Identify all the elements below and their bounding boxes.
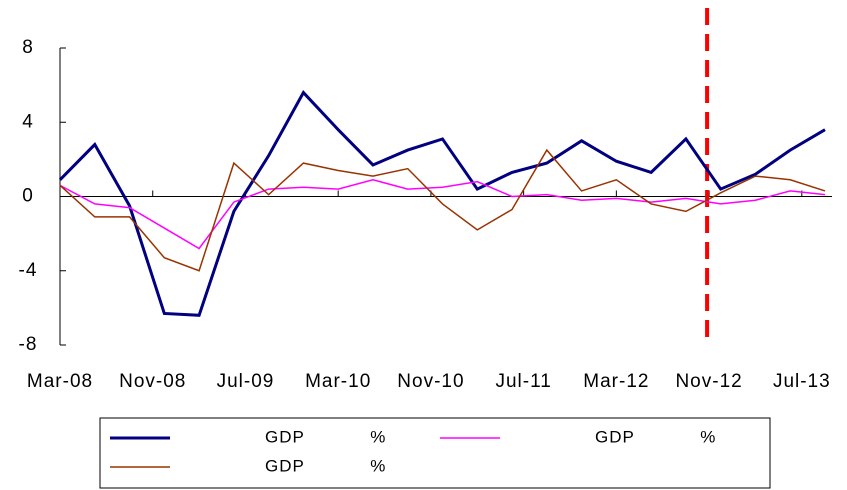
x-tick-label: Nov-10 — [397, 371, 464, 392]
x-tick-label: Nov-12 — [675, 371, 742, 392]
x-tick-label: Jul-11 — [495, 371, 551, 392]
x-tick-label: Jul-09 — [217, 371, 275, 392]
x-tick-label: Mar-10 — [305, 371, 371, 392]
legend-label: GDP % — [265, 427, 386, 446]
series-line — [58, 90, 826, 317]
x-tick-label: Mar-12 — [583, 371, 649, 392]
y-tick-label: -4 — [19, 260, 38, 281]
y-tick-label: 8 — [22, 37, 34, 58]
series-line — [59, 148, 826, 272]
y-tick-label: 4 — [22, 111, 34, 132]
series-line — [59, 179, 826, 250]
y-tick-label: -8 — [19, 334, 38, 355]
x-tick-label: Jul-13 — [773, 371, 831, 392]
x-tick-label: Mar-08 — [27, 371, 93, 392]
legend-label: GDP % — [595, 427, 716, 446]
legend-box — [99, 417, 771, 489]
y-tick-label: 0 — [22, 186, 34, 207]
x-tick-label: Nov-08 — [119, 371, 186, 392]
legend-label: GDP % — [265, 456, 386, 475]
